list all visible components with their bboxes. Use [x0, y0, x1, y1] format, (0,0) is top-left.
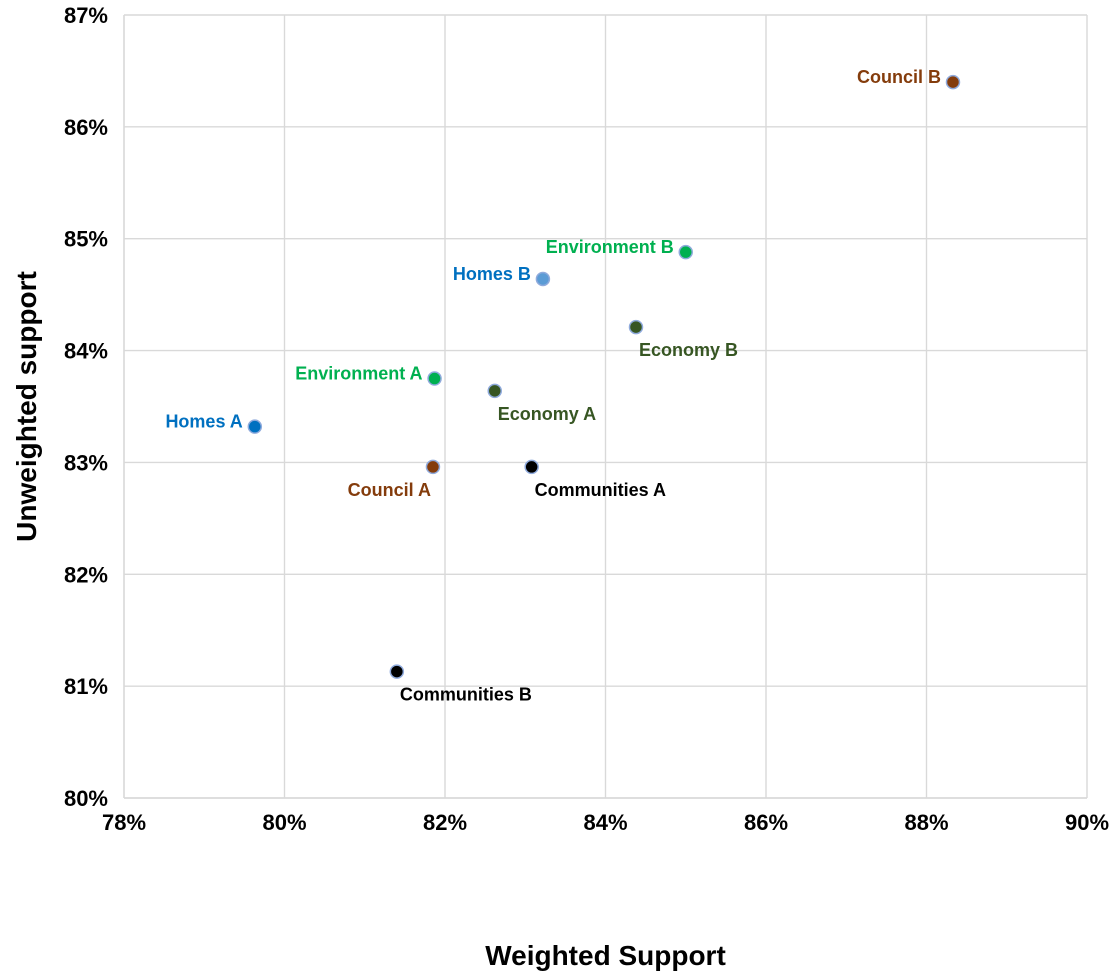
data-point — [487, 383, 503, 399]
y-tick-label: 81% — [64, 674, 108, 699]
y-tick-label: 83% — [64, 450, 108, 475]
y-tick-label: 80% — [64, 786, 108, 811]
point-label: Communities A — [535, 480, 666, 500]
point-labels: Council B Environment B Homes B Economy B En… — [165, 67, 941, 704]
x-tick-label: 88% — [904, 810, 948, 835]
x-tick-label: 86% — [744, 810, 788, 835]
point-label: Economy B — [639, 340, 738, 360]
x-axis-ticks: 78% 80% 82% 84% 86% 88% 90% — [102, 810, 1109, 835]
y-axis-title: Unweighted support — [11, 271, 42, 542]
y-tick-label: 82% — [64, 562, 108, 587]
point-label: Communities B — [400, 685, 532, 705]
data-point — [628, 319, 644, 335]
point-label: Council A — [348, 480, 431, 500]
point-label: Homes A — [165, 412, 242, 432]
x-tick-label: 90% — [1065, 810, 1109, 835]
y-axis-ticks: 80% 81% 82% 83% 84% 85% 86% 87% — [64, 3, 108, 811]
x-tick-label: 78% — [102, 810, 146, 835]
data-point — [427, 371, 442, 386]
y-tick-label: 87% — [64, 3, 108, 28]
plot-area — [123, 15, 1087, 799]
data-point — [425, 459, 441, 475]
gridlines — [123, 14, 1088, 799]
y-tick-label: 86% — [64, 115, 108, 140]
data-points — [247, 74, 961, 679]
x-axis-title: Weighted Support — [485, 940, 726, 971]
data-point — [524, 459, 539, 475]
x-tick-label: 82% — [423, 810, 467, 835]
data-point — [535, 271, 551, 287]
data-point — [678, 244, 693, 260]
x-tick-label: 84% — [583, 810, 627, 835]
point-label: Economy A — [498, 404, 596, 424]
x-tick-label: 80% — [262, 810, 306, 835]
y-tick-label: 84% — [64, 339, 108, 364]
point-label: Council B — [857, 67, 941, 87]
point-label: Homes B — [453, 264, 531, 284]
point-label: Environment B — [546, 237, 674, 257]
data-point — [945, 74, 961, 90]
data-point — [389, 664, 405, 679]
y-tick-label: 85% — [64, 227, 108, 252]
point-label: Environment A — [295, 364, 422, 384]
data-point — [247, 419, 263, 434]
